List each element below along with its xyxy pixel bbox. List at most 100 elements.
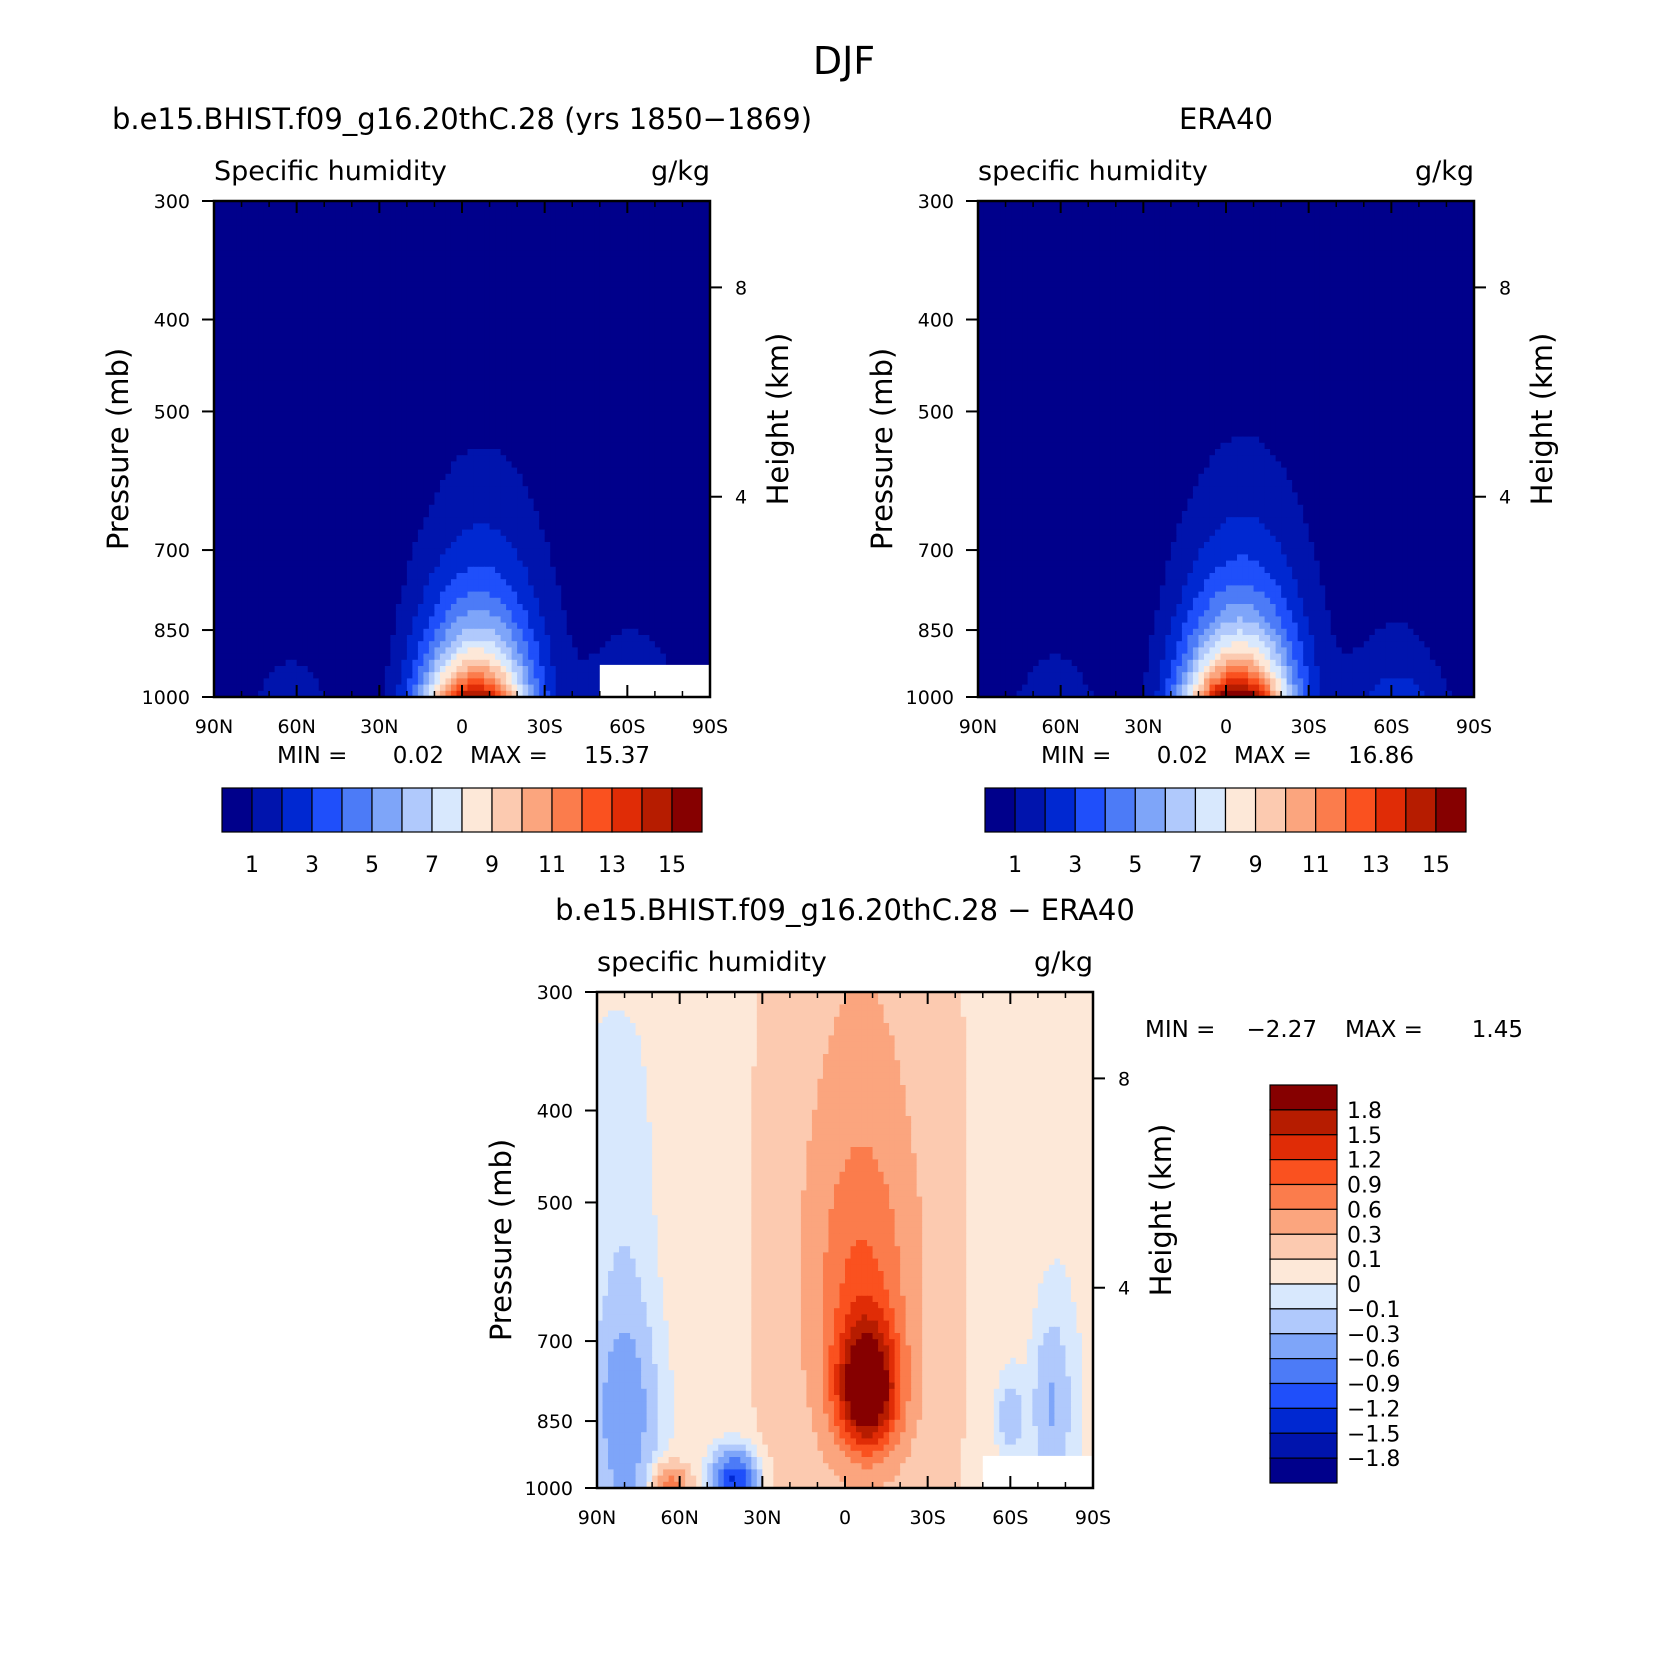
y2-tick-label: 4 [1499, 487, 1511, 509]
colorbar-label: 0.6 [1347, 1198, 1382, 1223]
colorbar-box [1269, 1457, 1338, 1484]
x-tick-label: 30S [527, 716, 563, 738]
colorbar-label: 1.2 [1347, 1149, 1382, 1174]
colorbar-label: 11 [538, 853, 566, 878]
colorbar-box [1269, 1109, 1338, 1136]
colorbar-box [371, 787, 403, 833]
colorbar-label: 13 [1362, 853, 1390, 878]
max-value: 16.86 [1348, 743, 1414, 769]
colorbar-box [1269, 1432, 1338, 1459]
y2-tick-label: 8 [1499, 277, 1511, 299]
y-tick-label: 850 [537, 1411, 573, 1433]
y2-tick-label: 4 [1118, 1278, 1130, 1300]
colorbar-label: 15 [1422, 853, 1450, 878]
colorbar-label: 5 [365, 853, 379, 878]
colorbar-box [1269, 1208, 1338, 1235]
colorbar-label: 13 [598, 853, 626, 878]
colorbar-box [1269, 1233, 1338, 1260]
colorbar-box [1254, 787, 1287, 833]
y-tick-label: 700 [918, 540, 954, 562]
x-tick-label: 30S [1291, 716, 1327, 738]
x-tick-label: 60S [609, 716, 645, 738]
min-label: MIN = [1041, 743, 1111, 769]
colorbar-label: 1.8 [1347, 1099, 1382, 1124]
colorbar-box [401, 787, 433, 833]
x-tick-label: 90N [959, 716, 997, 738]
colorbar-box [611, 787, 643, 833]
panel-2: ERA40 specific humidity g/kg 90N 60N 30N 0 30S 6… [865, 102, 1559, 878]
colorbar-box [1405, 787, 1437, 833]
variable-label: Specific humidity [214, 156, 447, 187]
colorbar-label: 1.5 [1347, 1124, 1382, 1149]
x-tick-label: 90S [692, 716, 728, 738]
colorbar-box [1269, 1084, 1338, 1111]
y-tick-label: 500 [154, 401, 190, 423]
y-tick-label: 1000 [525, 1478, 573, 1500]
x-tick-label: 30N [360, 716, 398, 738]
x-tick-label: 30S [910, 1507, 946, 1529]
colorbar-box [461, 787, 493, 833]
colorbar-box [1285, 787, 1317, 833]
colorbar-label: 11 [1302, 853, 1330, 878]
colorbar-box [1345, 787, 1377, 833]
colorbar-label: 0 [1347, 1273, 1361, 1298]
colorbar-box [641, 787, 673, 833]
y-axis-label: Pressure (mb) [865, 348, 899, 550]
colorbar-box [1224, 787, 1257, 833]
y-tick-label: 300 [537, 982, 573, 1004]
colorbar-label: −1.8 [1347, 1447, 1400, 1472]
x-tick-label: 30N [1124, 716, 1162, 738]
panel-title: b.e15.BHIST.f09_g16.20thC.28 − ERA40 [555, 893, 1135, 927]
colorbar-label: 5 [1128, 853, 1142, 878]
colorbar-label: 3 [305, 853, 319, 878]
colorbar-box [1269, 1134, 1338, 1161]
panel-title: b.e15.BHIST.f09_g16.20thC.28 (yrs 1850−1… [112, 102, 812, 136]
y-tick-label: 400 [154, 310, 190, 332]
colorbar: 1 3 5 7 9 11 13 15 [984, 787, 1467, 878]
y2-tick-label: 8 [1118, 1068, 1130, 1090]
colorbar-box [311, 787, 343, 833]
colorbar-label: −0.6 [1347, 1348, 1400, 1373]
colorbar-label: 1 [245, 853, 259, 878]
colorbar-box [491, 787, 523, 833]
max-label: MAX = [470, 743, 548, 769]
x-tick-label: 90S [1075, 1507, 1111, 1529]
colorbar-label: 3 [1068, 853, 1082, 878]
max-label: MAX = [1234, 743, 1312, 769]
colorbar-label: 9 [485, 853, 499, 878]
y-tick-label: 400 [918, 310, 954, 332]
min-label: MIN = [1145, 1017, 1215, 1043]
colorbar-box [1375, 787, 1407, 833]
colorbar-label: −1.2 [1347, 1397, 1400, 1422]
colorbar-box [251, 787, 283, 833]
y-axis-label: Pressure (mb) [101, 348, 135, 550]
y-tick-label: 850 [154, 620, 190, 642]
colorbar-box [221, 787, 253, 833]
y-tick-label: 1000 [142, 687, 190, 709]
y2-axis-label: Height (km) [761, 333, 795, 506]
colorbar-box [1269, 1308, 1338, 1335]
colorbar-box [551, 787, 583, 833]
colorbar-box [1269, 1382, 1338, 1409]
min-value: 0.02 [393, 743, 444, 769]
variable-label: specific humidity [978, 156, 1208, 187]
colorbar-label: 7 [425, 853, 439, 878]
colorbar-box [1269, 1333, 1338, 1360]
y-tick-label: 400 [537, 1101, 573, 1123]
units-label: g/kg [651, 156, 710, 187]
x-tick-label: 30N [743, 1507, 781, 1529]
y-tick-label: 500 [537, 1192, 573, 1214]
colorbar-box [1269, 1258, 1338, 1285]
colorbar: 1.81.51.20.90.60.30.10−0.1−0.3−0.6−0.9−1… [1269, 1084, 1400, 1484]
x-tick-label: 0 [839, 1507, 851, 1529]
colorbar-label: −0.9 [1347, 1373, 1400, 1398]
colorbar-box [431, 787, 463, 833]
colorbar-box [1269, 1183, 1338, 1210]
colorbar-box [1134, 787, 1166, 833]
colorbar-box [521, 787, 553, 833]
colorbar-label: 1 [1008, 853, 1022, 878]
y2-tick-label: 8 [735, 277, 747, 299]
x-tick-label: 90N [578, 1507, 616, 1529]
colorbar-box [581, 787, 613, 833]
